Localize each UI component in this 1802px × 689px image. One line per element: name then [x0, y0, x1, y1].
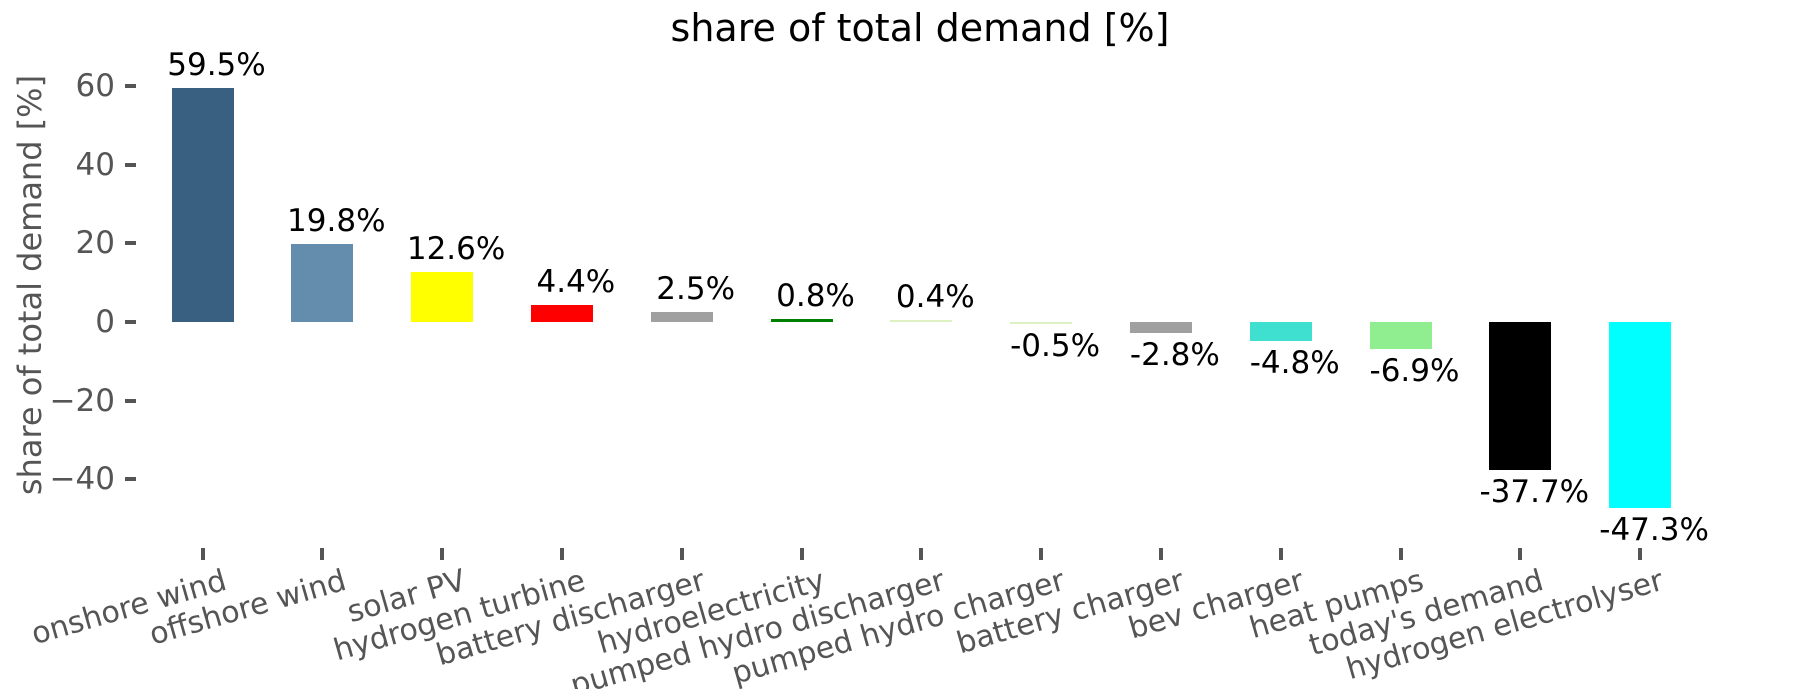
y-tick-mark [125, 320, 136, 324]
x-tick-mark [559, 548, 564, 560]
y-tick-label-neg20: −20 [49, 382, 115, 419]
y-tick-mark [125, 241, 136, 246]
value-label-hydrogen-electrolyser: -47.3% [1599, 511, 1709, 548]
bar-hydrogen-electrolyser [1609, 322, 1672, 508]
x-tick-mark [1518, 548, 1523, 560]
value-label-battery-discharger: 2.5% [656, 271, 736, 308]
value-label-onshore-wind: 59.5% [167, 47, 266, 84]
bar-hydrogen-turbine [530, 304, 593, 322]
x-tick-mark [1638, 548, 1643, 560]
x-tick-mark [679, 548, 684, 560]
bar-battery-charger [1129, 322, 1192, 333]
value-label-heat-pumps: -6.9% [1369, 353, 1460, 390]
y-tick-label-60: 60 [75, 68, 115, 105]
value-label-hydroelectricity: 0.8% [776, 277, 855, 314]
y-tick-label-40: 40 [75, 146, 115, 183]
y-tick-mark [125, 477, 136, 482]
y-tick-mark [125, 162, 136, 167]
y-tick-mark [125, 84, 136, 89]
y-tick-label-20: 20 [75, 225, 115, 262]
bar-battery-discharger [650, 312, 713, 322]
bar-hydroelectricity [770, 318, 833, 322]
y-axis-label: share of total demand [%] [11, 74, 49, 496]
x-tick-mark [1158, 548, 1163, 560]
bar-pumped-hydro-charger [1010, 322, 1073, 324]
x-tick-mark [320, 548, 325, 560]
value-label-pumped-hydro-charger: -0.5% [1010, 328, 1101, 364]
value-label-pumped-hydro-discharger: 0.4% [895, 279, 975, 315]
bar-onshore-wind [171, 88, 234, 322]
y-tick-label-0: 0 [95, 304, 115, 340]
value-label-battery-charger: -2.8% [1129, 337, 1220, 373]
value-label-bev-charger: -4.8% [1249, 344, 1340, 381]
bar-solar-pv [411, 272, 474, 322]
y-tick-mark [125, 398, 136, 403]
x-tick-mark [440, 548, 445, 560]
value-label-hydrogen-turbine: 4.4% [536, 263, 616, 300]
x-tick-mark [799, 548, 804, 560]
bar-offshore-wind [291, 244, 354, 322]
value-label-offshore-wind: 19.8% [287, 203, 386, 240]
bar-heat-pumps [1369, 322, 1432, 350]
y-tick-label-neg40: −40 [49, 461, 115, 498]
bar-today-s-demand [1489, 322, 1552, 471]
x-tick-mark [1398, 548, 1403, 560]
x-tick-mark [200, 548, 205, 560]
chart-title: share of total demand [%] [670, 6, 1170, 50]
bar-pumped-hydro-discharger [890, 320, 953, 322]
bar-bev-charger [1249, 322, 1312, 341]
x-tick-mark [1278, 548, 1283, 560]
value-label-today-s-demand: -37.7% [1479, 474, 1590, 511]
x-tick-mark [1039, 548, 1044, 560]
value-label-solar-pv: 12.6% [406, 231, 506, 268]
x-tick-mark [919, 548, 924, 560]
